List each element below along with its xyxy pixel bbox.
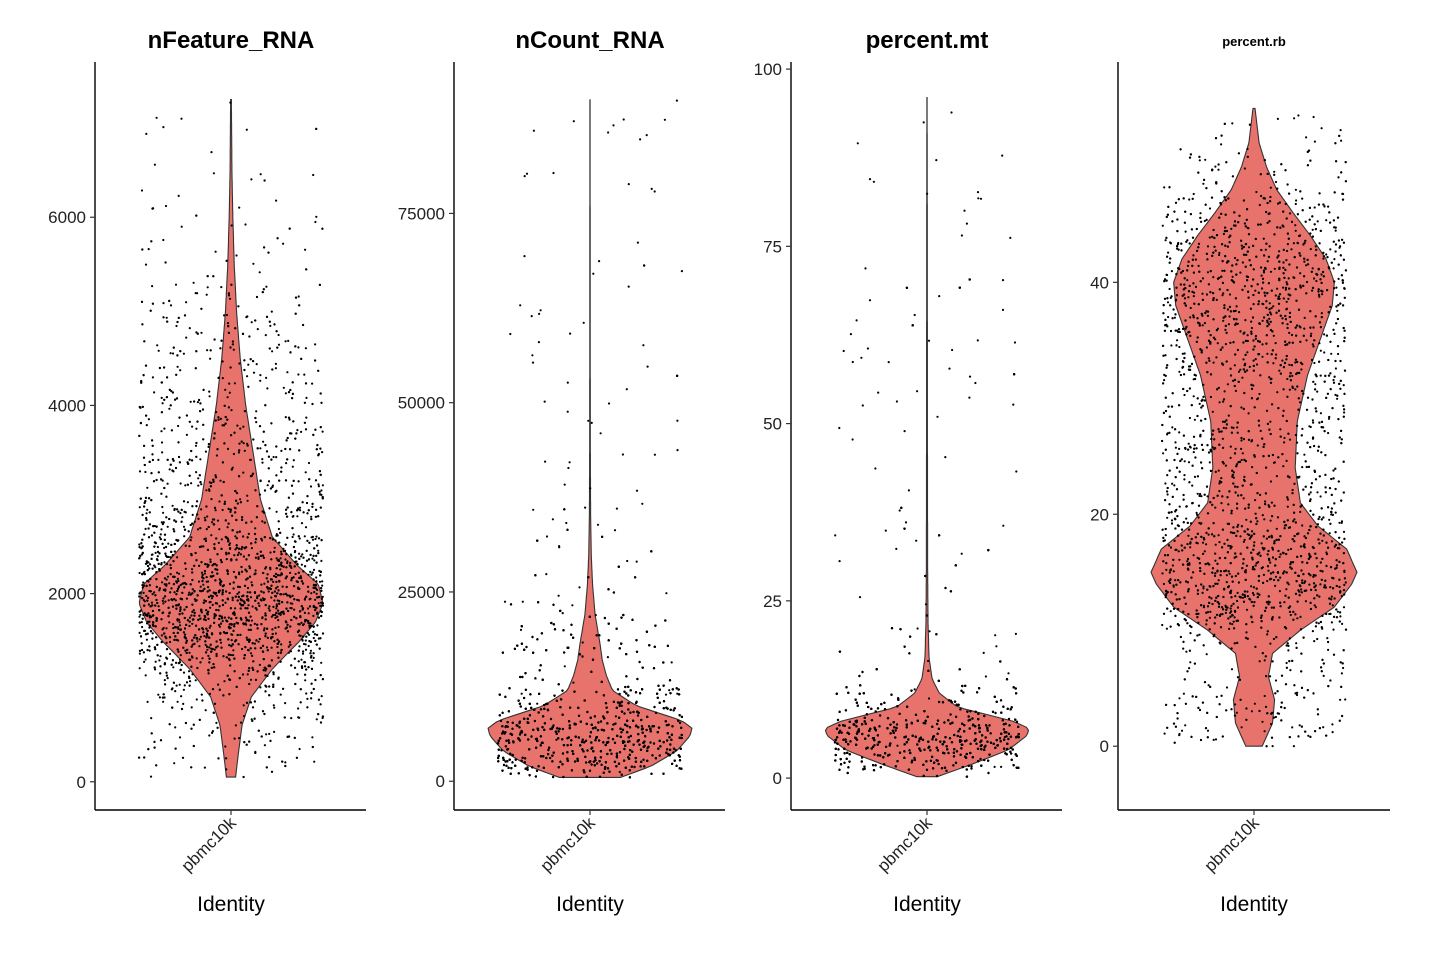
- y-tick-label: 0: [436, 772, 445, 791]
- y-tick-label: 40: [1090, 273, 1109, 292]
- y-tick-label: 0: [77, 773, 86, 792]
- panel-title: percent.mt: [866, 27, 989, 54]
- panel-title: nCount_RNA: [515, 27, 664, 54]
- x-tick-label: pbmc10k: [874, 813, 937, 876]
- violin-shape: [1150, 107, 1358, 747]
- x-tick-label: pbmc10k: [1201, 813, 1264, 876]
- panel-2: nCount_RNA 0 25000 50000 75000 pbmc10k Identit…: [398, 27, 725, 916]
- jitter-points: [833, 111, 1020, 778]
- x-axis-title: Identity: [556, 893, 624, 916]
- violin-shape: [487, 99, 693, 778]
- y-tick-label: 0: [773, 769, 782, 788]
- y-tick-label: 25000: [398, 583, 445, 602]
- y-tick-label: 4000: [48, 396, 86, 415]
- y-tick-label: 0: [1100, 737, 1109, 756]
- x-axis-title: Identity: [197, 893, 265, 916]
- panel-title: percent.rb: [1222, 34, 1286, 49]
- panel-4: percent.rb 0 20 40 pbmc10k Identity: [1090, 34, 1390, 916]
- y-tick-label: 50: [763, 415, 782, 434]
- x-axis-title: Identity: [1220, 893, 1288, 916]
- y-tick-label: 6000: [48, 208, 86, 227]
- jitter-points: [1161, 114, 1348, 748]
- y-tick-label: 75: [763, 237, 782, 256]
- panel-1: nFeature_RNA 0 2000 4000 6000 pbmc10k Identity: [48, 27, 366, 916]
- jitter-points: [496, 99, 684, 779]
- y-tick-label: 20: [1090, 505, 1109, 524]
- y-tick-label: 75000: [398, 204, 445, 223]
- jitter-points: [138, 101, 325, 779]
- y-tick-label: 100: [754, 60, 782, 79]
- violin-shape: [824, 96, 1030, 778]
- y-tick-label: 2000: [48, 585, 86, 604]
- y-tick-label: 50000: [398, 394, 445, 413]
- y-tick-label: 25: [763, 592, 782, 611]
- panel-3: percent.mt 0 25 50 75 100 pbmc10k Identity: [754, 27, 1062, 916]
- panel-title: nFeature_RNA: [148, 27, 315, 54]
- x-axis-title: Identity: [893, 893, 961, 916]
- x-tick-label: pbmc10k: [178, 813, 241, 876]
- x-tick-label: pbmc10k: [537, 813, 600, 876]
